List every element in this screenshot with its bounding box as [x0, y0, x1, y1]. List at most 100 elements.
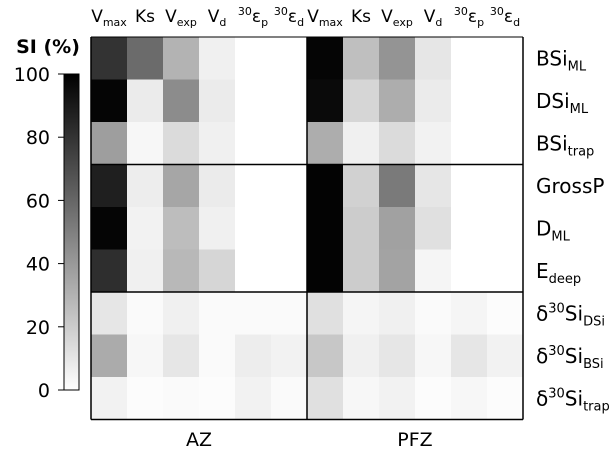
- heatmap-cell-az-r8-c3: [199, 377, 236, 420]
- heatmap-cell-az-r1-c1: [127, 79, 164, 123]
- heatmap-cell-pfz-r2-c3: [415, 122, 452, 165]
- heatmap-cell-pfz-r2-c0: [307, 122, 344, 165]
- column-group-label-az: AZ: [186, 429, 212, 451]
- heatmap-cell-pfz-r3-c4: [451, 164, 488, 208]
- heatmap-cell-az-r0-c1: [127, 37, 164, 80]
- heatmap-cell-pfz-r4-c2: [379, 207, 416, 250]
- heatmap-cell-az-r8-c0: [91, 377, 128, 420]
- colorbar-tick-label: 80: [26, 127, 50, 149]
- heatmap-cell-az-r3-c3: [199, 164, 236, 208]
- heatmap-cell-az-r4-c5: [271, 207, 308, 250]
- heatmap-cell-az-r7-c1: [127, 334, 164, 378]
- heatmap-cell-pfz-r7-c4: [451, 334, 488, 378]
- row-label-1: DSiML: [536, 89, 589, 117]
- row-label-4: DML: [536, 216, 571, 244]
- row-label-7: δ30SiBSi: [536, 344, 604, 372]
- heatmap-cell-az-r4-c1: [127, 207, 164, 250]
- heatmap-cell-pfz-r6-c1: [343, 292, 380, 335]
- column-label-pfz-0: Vmax: [307, 7, 343, 29]
- heatmap-cell-pfz-r0-c1: [343, 37, 380, 80]
- heatmap-cell-az-r5-c2: [163, 249, 200, 293]
- heatmap-cell-pfz-r0-c2: [379, 37, 416, 80]
- heatmap-cell-az-r3-c5: [271, 164, 308, 208]
- colorbar-tick-label: 40: [26, 254, 50, 276]
- heatmap-cell-pfz-r1-c5: [487, 79, 524, 123]
- heatmap-cell-pfz-r7-c2: [379, 334, 416, 378]
- heatmap-cell-az-r2-c5: [271, 122, 308, 165]
- heatmap-cell-pfz-r2-c1: [343, 122, 380, 165]
- heatmap-cell-az-r3-c2: [163, 164, 200, 208]
- heatmap-cell-pfz-r6-c0: [307, 292, 344, 335]
- heatmap-cell-pfz-r8-c2: [379, 377, 416, 420]
- heatmap-cell-az-r5-c0: [91, 249, 128, 293]
- row-label-8: δ30Sitrap: [536, 386, 610, 414]
- heatmap-cell-az-r7-c2: [163, 334, 200, 378]
- heatmap-cell-pfz-r5-c2: [379, 249, 416, 293]
- column-group-label-pfz: PFZ: [397, 429, 432, 451]
- heatmap-cell-az-r6-c3: [199, 292, 236, 335]
- heatmap-cell-az-r4-c4: [235, 207, 272, 250]
- heatmap-cell-az-r3-c1: [127, 164, 164, 208]
- heatmap-cell-pfz-r6-c3: [415, 292, 452, 335]
- heatmap-cell-pfz-r0-c4: [451, 37, 488, 80]
- heatmap-cell-az-r1-c4: [235, 79, 272, 123]
- heatmap-cell-pfz-r8-c0: [307, 377, 344, 420]
- heatmap-cell-pfz-r3-c2: [379, 164, 416, 208]
- heatmap-cell-az-r0-c5: [271, 37, 308, 80]
- row-label-0: BSiML: [536, 46, 587, 74]
- heatmap-cell-az-r7-c0: [91, 334, 128, 378]
- heatmap-cell-az-r2-c0: [91, 122, 128, 165]
- column-label-az-1: Ks: [135, 7, 155, 27]
- colorbar-tick-label: 20: [26, 317, 50, 339]
- heatmap-cell-pfz-r3-c5: [487, 164, 524, 208]
- heatmap-cell-pfz-r7-c3: [415, 334, 452, 378]
- heatmap-cell-az-r0-c3: [199, 37, 236, 80]
- column-label-pfz-2: Vexp: [381, 7, 413, 29]
- column-label-az-4: 30εp: [238, 5, 268, 29]
- heatmap-cell-pfz-r7-c1: [343, 334, 380, 378]
- heatmap-cell-az-r5-c1: [127, 249, 164, 293]
- heatmap-cell-pfz-r5-c5: [487, 249, 524, 293]
- heatmap-cell-pfz-r8-c5: [487, 377, 524, 420]
- heatmap-cell-az-r2-c4: [235, 122, 272, 165]
- row-label-3: GrossP: [536, 174, 604, 198]
- heatmap-cell-az-r0-c2: [163, 37, 200, 80]
- heatmap-cell-pfz-r5-c1: [343, 249, 380, 293]
- heatmap-cell-az-r2-c1: [127, 122, 164, 165]
- heatmap-cell-pfz-r1-c4: [451, 79, 488, 123]
- heatmap-cell-az-r1-c3: [199, 79, 236, 123]
- row-label-6: δ30SiDSi: [536, 301, 605, 329]
- colorbar-tick-label: 0: [38, 380, 50, 402]
- colorbar-tick-label: 60: [26, 190, 50, 212]
- heatmap-cell-pfz-r8-c3: [415, 377, 452, 420]
- heatmap-cell-az-r1-c0: [91, 79, 128, 123]
- colorbar: [63, 73, 80, 391]
- colorbar-tick-label: 100: [14, 64, 50, 86]
- heatmap-cell-pfz-r1-c3: [415, 79, 452, 123]
- column-label-pfz-4: 30εp: [454, 5, 484, 29]
- heatmap-cell-pfz-r0-c5: [487, 37, 524, 80]
- heatmap-cell-pfz-r4-c5: [487, 207, 524, 250]
- row-label-2: BSitrap: [536, 131, 594, 159]
- heatmap-cell-pfz-r1-c1: [343, 79, 380, 123]
- heatmap-cell-az-r4-c3: [199, 207, 236, 250]
- heatmap-cell-pfz-r5-c4: [451, 249, 488, 293]
- column-label-pfz-1: Ks: [351, 7, 371, 27]
- heatmap-cell-pfz-r6-c5: [487, 292, 524, 335]
- heatmap-cell-pfz-r7-c5: [487, 334, 524, 378]
- heatmap-cell-pfz-r5-c3: [415, 249, 452, 293]
- row-label-5: Edeep: [536, 259, 581, 287]
- heatmap-cell-az-r2-c2: [163, 122, 200, 165]
- heatmap-cell-az-r6-c1: [127, 292, 164, 335]
- heatmap-cell-az-r7-c4: [235, 334, 272, 378]
- heatmap-cell-az-r3-c4: [235, 164, 272, 208]
- heatmap-cell-az-r4-c0: [91, 207, 128, 250]
- heatmap-cell-pfz-r3-c0: [307, 164, 344, 208]
- heatmap-cell-az-r2-c3: [199, 122, 236, 165]
- heatmap-cell-pfz-r2-c2: [379, 122, 416, 165]
- heatmap-cell-pfz-r4-c1: [343, 207, 380, 250]
- heatmap-cell-az-r6-c2: [163, 292, 200, 335]
- heatmap-cell-az-r0-c0: [91, 37, 128, 80]
- heatmap-cell-pfz-r6-c2: [379, 292, 416, 335]
- heatmap-cell-az-r5-c4: [235, 249, 272, 293]
